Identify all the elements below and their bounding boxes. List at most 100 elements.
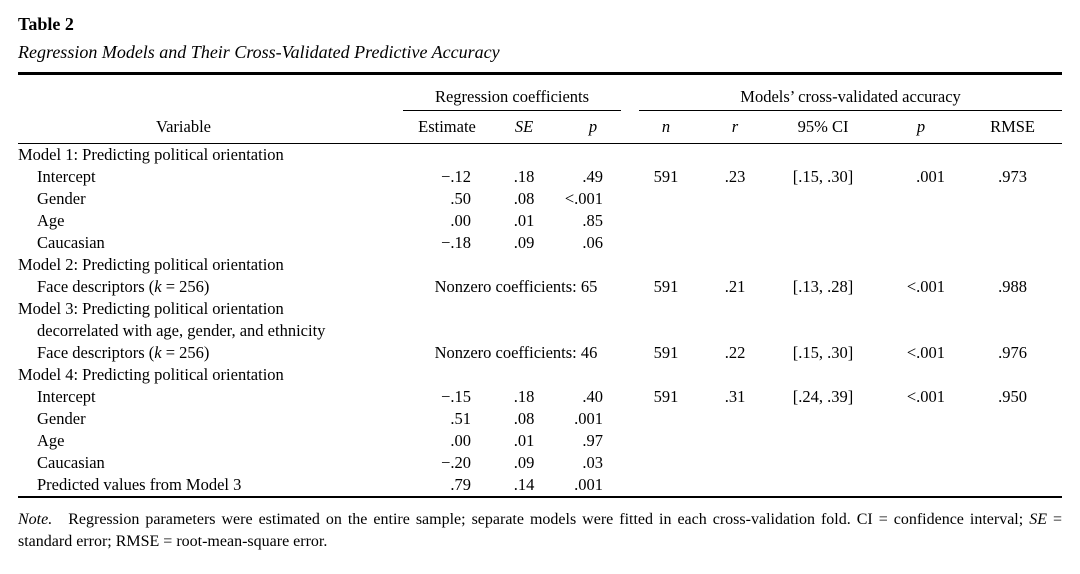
table-body: Model 1: Predicting political orientatio… <box>18 144 1062 498</box>
cell-r <box>703 210 767 232</box>
cell-n <box>629 430 703 452</box>
cell-nonzero-coefficients: Nonzero coefficients: 46 <box>434 343 598 362</box>
label-fragment: k <box>154 343 162 362</box>
column-header-p: p <box>879 110 964 144</box>
cell-r: .22 <box>724 343 746 362</box>
cell-n: 591 <box>653 387 679 406</box>
column-header-estimate: Estimate <box>403 110 491 144</box>
cell-section-label: Model 1: Predicting political orientatio… <box>18 145 284 164</box>
table-title: Regression Models and Their Cross-Valida… <box>18 42 500 62</box>
note-fragment: SE <box>1029 511 1047 528</box>
cell-r <box>703 430 767 452</box>
cell-ci <box>767 452 879 474</box>
cell-p: .97 <box>582 431 604 450</box>
table-row: Predicted values from Model 3 .79 .14 .001 <box>18 474 1062 497</box>
cell-estimate: −.18 <box>441 233 471 252</box>
cell-n <box>629 408 703 430</box>
column-header-variable: Variable <box>18 110 403 144</box>
cell-rmse: .988 <box>998 277 1027 296</box>
cell-rmse <box>963 232 1062 254</box>
column-header-row: Variable Estimate SE p n r 95% CI p RMSE <box>18 110 1063 144</box>
cell-variable: Face descriptors (k = 256) <box>18 276 403 298</box>
table-row: Face descriptors (k = 256) Nonzero coeffi… <box>18 276 1062 298</box>
cell-continuation-label: decorrelated with age, gender, and ethni… <box>37 321 326 340</box>
cell-r <box>703 408 767 430</box>
cell-p <box>879 408 963 430</box>
col-group-label-regression-coefficients: Regression coefficients <box>403 87 622 111</box>
cell-n <box>629 210 703 232</box>
cell-p <box>879 430 963 452</box>
cell-n <box>629 188 703 210</box>
cell-rmse: .973 <box>998 167 1027 186</box>
column-header-p: p <box>557 110 630 144</box>
cell-n: 591 <box>653 277 679 296</box>
column-header-rmse: RMSE <box>963 110 1063 144</box>
cell-estimate: −.15 <box>441 387 471 406</box>
cell-p <box>879 474 963 497</box>
cell-variable: Age <box>37 211 65 230</box>
cell-section-label: Model 2: Predicting political orientatio… <box>18 255 284 274</box>
cell-rmse <box>963 474 1062 497</box>
cell-ci <box>767 210 879 232</box>
section-row: Model 2: Predicting political orientatio… <box>18 254 1062 276</box>
note-fragment: Note. <box>18 511 53 528</box>
cell-variable: Gender <box>37 409 86 428</box>
cell-p <box>879 232 963 254</box>
cell-estimate: −.20 <box>441 453 471 472</box>
col-group-label-cross-validated-accuracy: Models’ cross-validated accuracy <box>639 87 1063 111</box>
table-row: Gender .50 .08 <.001 <box>18 188 1062 210</box>
cell-estimate: .00 <box>450 211 471 230</box>
cell-rmse <box>963 408 1062 430</box>
cell-p: .001 <box>574 475 604 494</box>
label-fragment: k <box>154 277 162 296</box>
cell-ci <box>767 474 879 497</box>
cell-variable: Intercept <box>37 167 96 186</box>
cell-rmse <box>963 188 1062 210</box>
section-row: Model 3: Predicting political orientatio… <box>18 298 1062 320</box>
cell-ci <box>767 188 879 210</box>
cell-n: 591 <box>653 167 679 186</box>
label-fragment: = 256) <box>161 343 210 362</box>
cell-se: .14 <box>513 475 535 494</box>
table-row: Age .00 .01 .97 <box>18 430 1062 452</box>
cell-se: .08 <box>513 189 535 208</box>
table-row: decorrelated with age, gender, and ethni… <box>18 320 1062 342</box>
cell-p: <.001 <box>906 343 946 362</box>
cell-variable: Intercept <box>37 387 96 406</box>
cell-nonzero-coefficients: Nonzero coefficients: 65 <box>434 277 598 296</box>
cell-ci: [.24, .39] <box>792 387 854 406</box>
cell-n: 591 <box>653 343 679 362</box>
cell-rmse: .950 <box>998 387 1027 406</box>
column-header-n: n <box>629 110 704 144</box>
cell-section-label: Model 3: Predicting political orientatio… <box>18 299 284 318</box>
column-group-spacer <box>18 74 403 111</box>
cell-p <box>879 188 963 210</box>
cell-se: .09 <box>513 233 535 252</box>
cell-ci <box>767 430 879 452</box>
cell-rmse <box>963 210 1062 232</box>
cell-estimate: .79 <box>450 475 471 494</box>
cell-se: .18 <box>513 167 535 186</box>
cell-p <box>879 210 963 232</box>
cell-variable: Age <box>37 431 65 450</box>
table-row: Face descriptors (k = 256) Nonzero coeffi… <box>18 342 1062 364</box>
column-header-r: r <box>703 110 768 144</box>
cell-p <box>879 452 963 474</box>
cell-variable: Gender <box>37 189 86 208</box>
table-row: Intercept −.12 .18 .49 591 .23 [.15, .30] .001.… <box>18 166 1062 188</box>
cell-ci: [.15, .30] <box>792 343 854 362</box>
cell-variable: Caucasian <box>37 453 105 472</box>
cell-estimate: .50 <box>450 189 471 208</box>
col-group-cross-validated-accuracy: Models’ cross-validated accuracy <box>629 74 1063 111</box>
cell-section-label: Model 4: Predicting political orientatio… <box>18 365 284 384</box>
column-group-row: Regression coefficients Models’ cross-va… <box>18 74 1063 111</box>
note-fragment: = standard error; RMSE = root-mean-squar… <box>18 511 1063 550</box>
table-header: Regression coefficients Models’ cross-va… <box>18 74 1063 144</box>
cell-se: .09 <box>513 453 535 472</box>
section-row: Model 1: Predicting political orientatio… <box>18 144 1062 167</box>
cell-variable: Face descriptors (k = 256) <box>18 342 403 364</box>
cell-rmse <box>963 430 1062 452</box>
label-fragment: Face descriptors ( <box>37 277 155 296</box>
cell-se: .01 <box>513 431 535 450</box>
